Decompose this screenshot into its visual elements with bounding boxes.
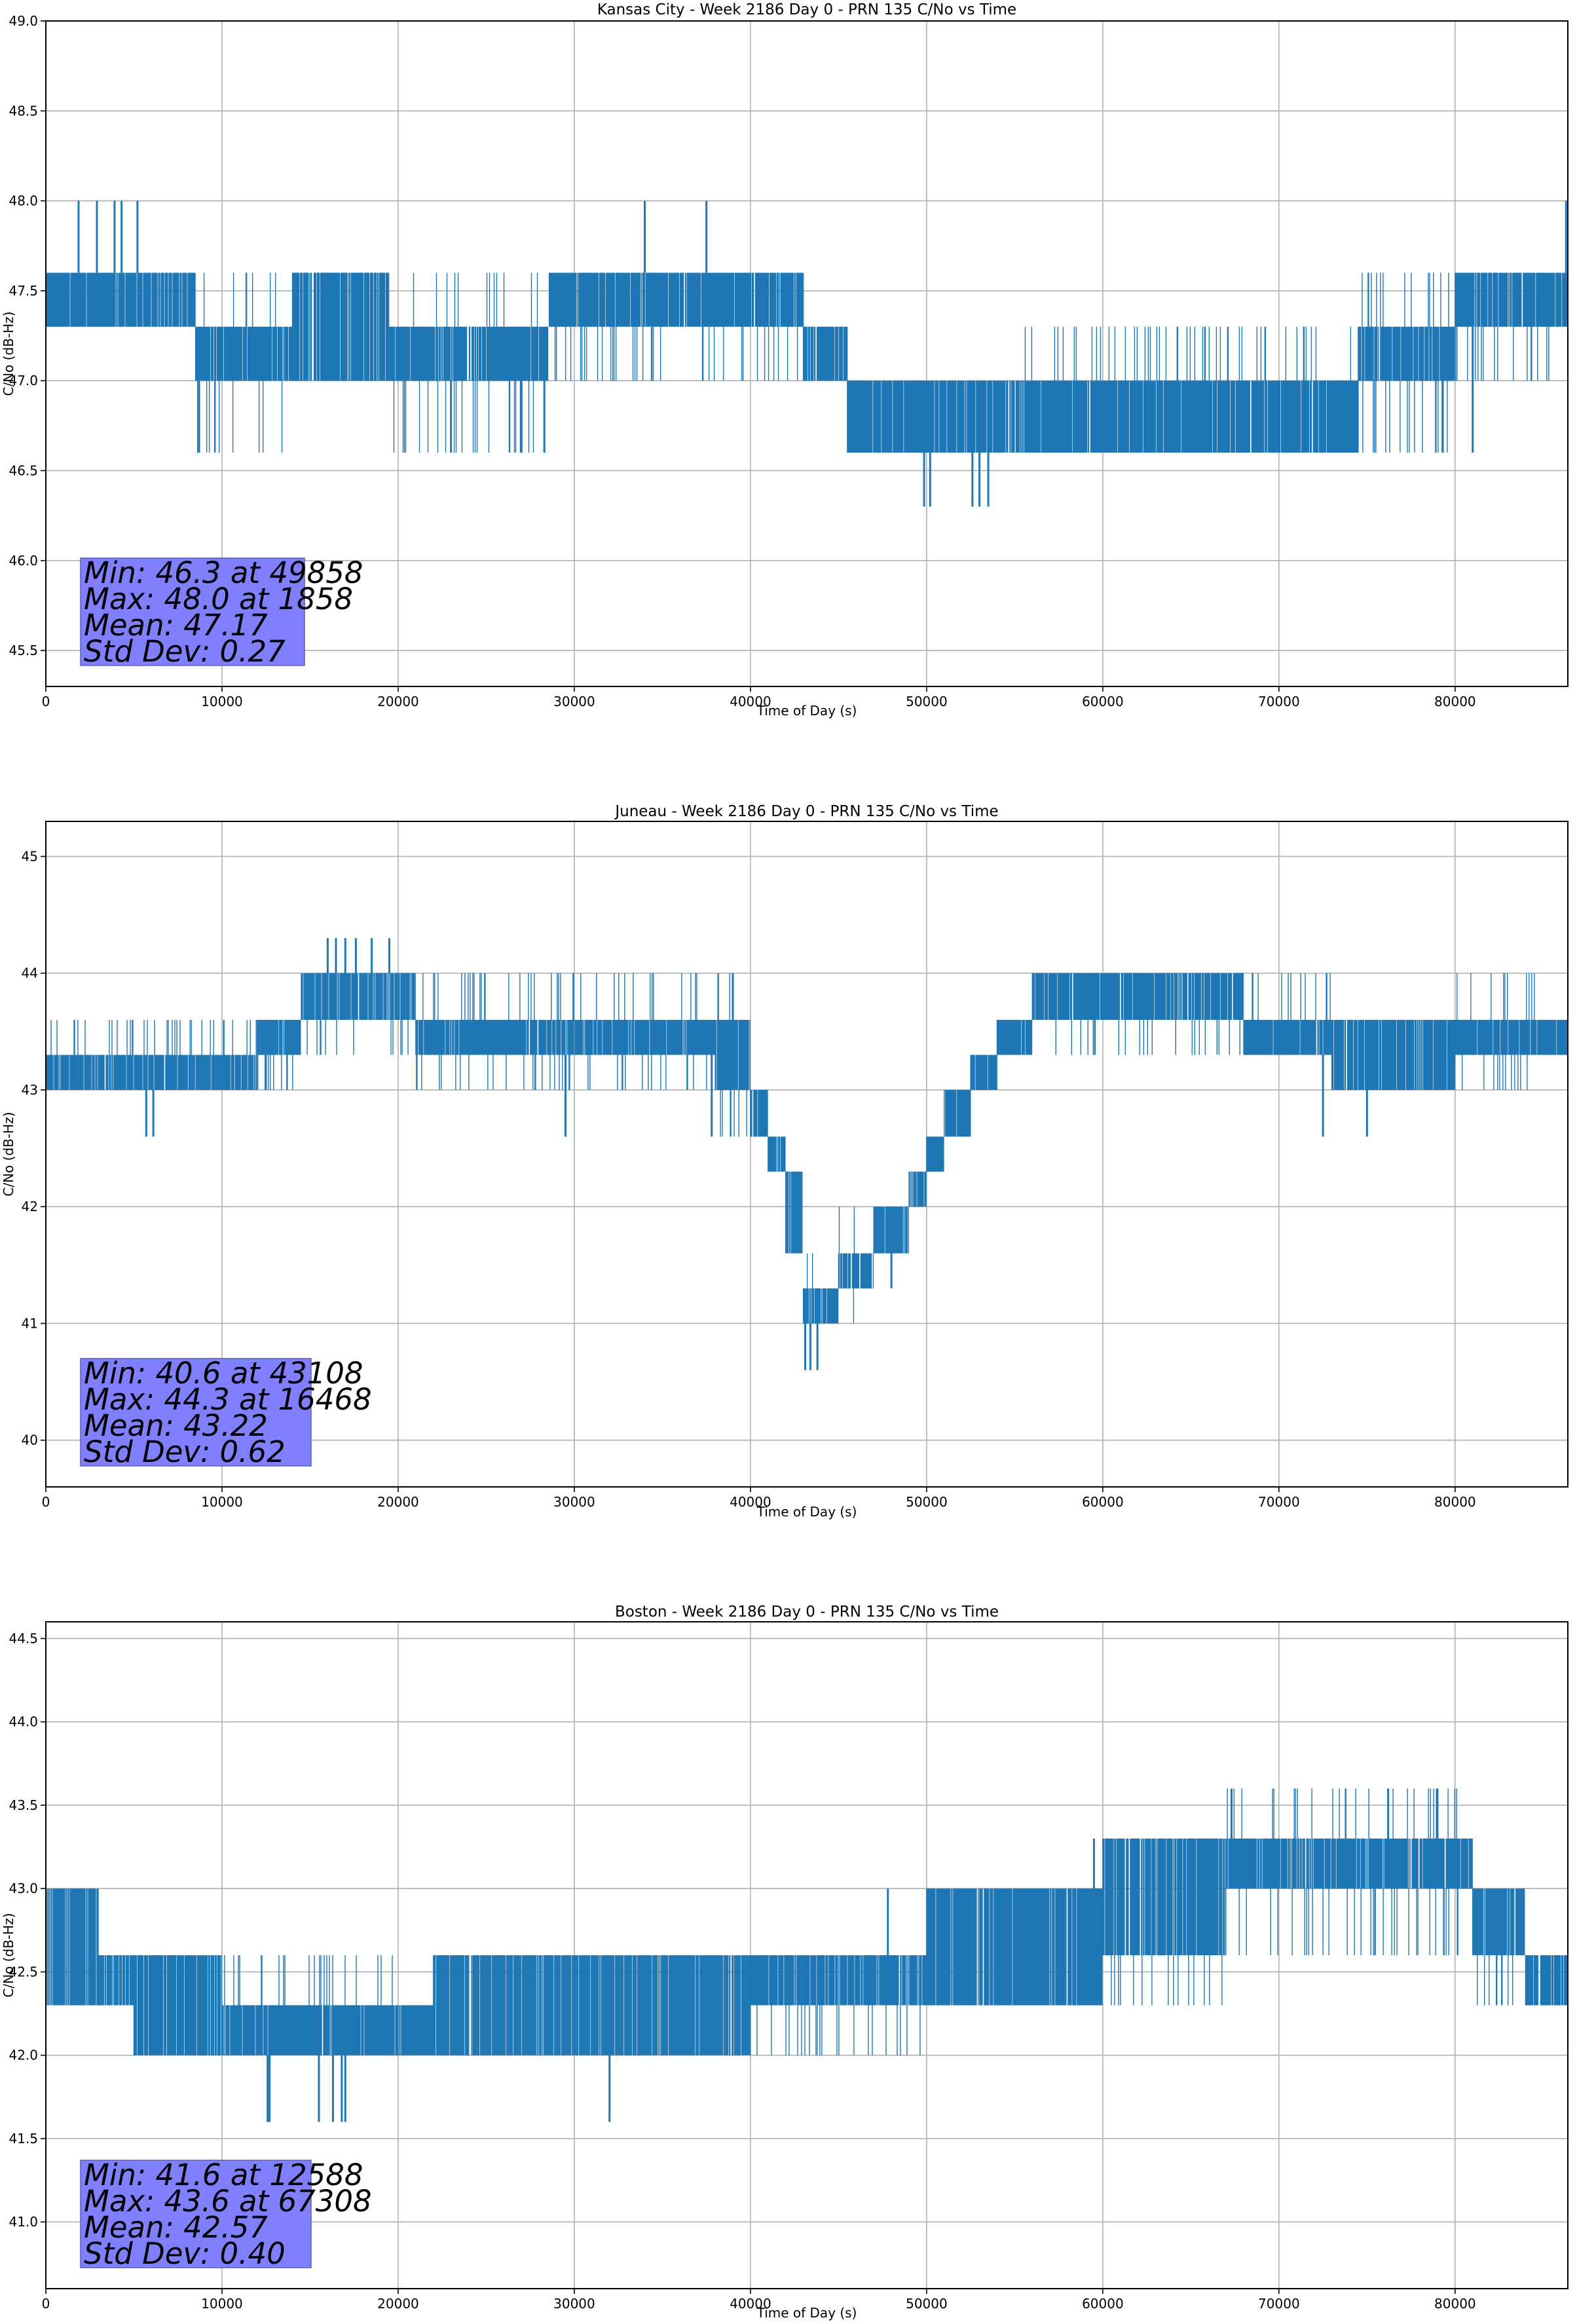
subplot-juneau: Juneau - Week 2186 Day 0 - PRN 135 C/No … <box>1 803 1568 1520</box>
series-segment <box>45 1888 99 2006</box>
x-tick-label: 70000 <box>1258 694 1300 709</box>
x-tick-label: 10000 <box>201 1494 243 1510</box>
x-tick-label: 30000 <box>553 1494 595 1510</box>
series-segment <box>970 1055 997 1090</box>
chart-title: Juneau - Week 2186 Day 0 - PRN 135 C/No … <box>614 803 998 820</box>
stats-min: Min: 46.3 at 49858 <box>84 555 363 590</box>
x-tick-label: 20000 <box>377 694 419 709</box>
x-tick-label: 40000 <box>730 694 771 709</box>
series-segment <box>301 973 416 1055</box>
x-tick-label: 0 <box>42 1494 50 1510</box>
stats-mean: Mean: 47.17 <box>84 608 268 643</box>
series-segment <box>847 381 1015 453</box>
series-segment <box>996 1020 1033 1055</box>
series-segment <box>415 973 716 1090</box>
y-axis-label: C/No (dB-Hz) <box>1 1913 16 1997</box>
x-tick-label: 70000 <box>1258 1494 1300 1510</box>
series-segment <box>195 272 293 453</box>
x-axis-label: Time of Day (s) <box>756 1504 857 1520</box>
series-segment <box>1534 1020 1568 1055</box>
x-tick-label: 80000 <box>1434 694 1476 709</box>
y-tick-label: 42 <box>22 1199 38 1214</box>
stats-mean: Mean: 43.22 <box>84 1408 268 1443</box>
series-segment <box>186 1020 257 1090</box>
series-segment <box>750 1089 768 1137</box>
series-segment <box>257 1020 301 1090</box>
series-segment <box>221 1955 434 2055</box>
x-axis-label: Time of Day (s) <box>756 2305 857 2321</box>
x-tick-label: 80000 <box>1434 1494 1476 1510</box>
y-tick-label: 46.0 <box>9 553 38 569</box>
series-segment <box>388 272 549 453</box>
series-segment <box>714 973 751 1137</box>
stats-min: Min: 40.6 at 43108 <box>84 1356 363 1391</box>
series-segment <box>838 1207 874 1324</box>
stats-std: Std Dev: 0.62 <box>84 1434 286 1469</box>
series-segment <box>1243 973 1332 1055</box>
series-segment <box>98 1955 134 2006</box>
data-series <box>45 938 1568 1370</box>
series-segment <box>802 326 848 381</box>
axes-frame <box>45 821 1568 1488</box>
y-tick-label: 48.5 <box>9 103 38 119</box>
x-tick-label: 50000 <box>906 1494 948 1510</box>
x-axis-label: Time of Day (s) <box>756 703 857 719</box>
y-axis-label: C/No (dB-Hz) <box>1 1112 16 1196</box>
x-tick-label: 10000 <box>201 694 243 709</box>
stats-std: Std Dev: 0.27 <box>84 634 286 669</box>
series-segment <box>873 1207 909 1254</box>
subplot-kansas-city: Kansas City - Week 2186 Day 0 - PRN 135 … <box>1 1 1568 719</box>
y-axis-label: C/No (dB-Hz) <box>1 311 16 396</box>
x-tick-label: 60000 <box>1082 694 1124 709</box>
chart-title: Kansas City - Week 2186 Day 0 - PRN 135 … <box>597 1 1016 18</box>
y-tick-label: 44 <box>22 965 38 981</box>
y-tick-label: 48.0 <box>9 193 38 209</box>
series-segment <box>802 1253 839 1324</box>
series-segment <box>291 272 390 381</box>
series-segment <box>1455 272 1568 381</box>
x-tick-label: 60000 <box>1082 1494 1124 1510</box>
data-series <box>45 1788 1568 2122</box>
series-segment <box>1455 973 1535 1090</box>
series-segment <box>548 272 804 381</box>
series-segment <box>45 272 196 327</box>
y-tick-label: 45.5 <box>9 643 38 658</box>
x-tick-label: 0 <box>42 694 50 709</box>
series-segment <box>908 1171 927 1207</box>
axes-frame <box>45 20 1568 687</box>
series-segment <box>1358 272 1455 453</box>
series-segment <box>45 1020 187 1090</box>
series-segment <box>1015 326 1359 453</box>
stats-box-background <box>80 557 305 666</box>
chart-title: Boston - Week 2186 Day 0 - PRN 135 C/No … <box>615 1603 999 1621</box>
stats-box-background <box>80 1358 312 1467</box>
series-segment <box>926 1136 944 1172</box>
series-segment <box>1031 973 1244 1055</box>
x-tick-label: 20000 <box>377 1494 419 1510</box>
y-tick-label: 45 <box>22 848 38 864</box>
y-tick-label: 43 <box>22 1082 38 1098</box>
y-tick-label: 47.5 <box>9 283 38 299</box>
y-tick-label: 49.0 <box>9 13 38 29</box>
y-tick-label: 47.0 <box>9 373 38 388</box>
series-segment <box>944 1089 971 1137</box>
subplot-boston: Boston - Week 2186 Day 0 - PRN 135 C/No … <box>1 1603 1568 2321</box>
series-segment <box>1331 1020 1456 1090</box>
y-tick-label: 40 <box>22 1433 38 1448</box>
stats-max: Max: 48.0 at 1858 <box>84 582 353 616</box>
x-tick-label: 30000 <box>553 694 595 709</box>
series-segment <box>133 1955 223 2055</box>
x-tick-label: 40000 <box>730 1494 771 1510</box>
series-segment <box>785 1171 803 1254</box>
x-tick-label: 50000 <box>906 694 948 709</box>
stats-max: Max: 44.3 at 16468 <box>84 1382 372 1417</box>
y-tick-label: 46.5 <box>9 462 38 478</box>
data-series <box>45 200 1568 507</box>
y-tick-label: 41 <box>22 1315 38 1331</box>
series-segment <box>768 1136 786 1172</box>
